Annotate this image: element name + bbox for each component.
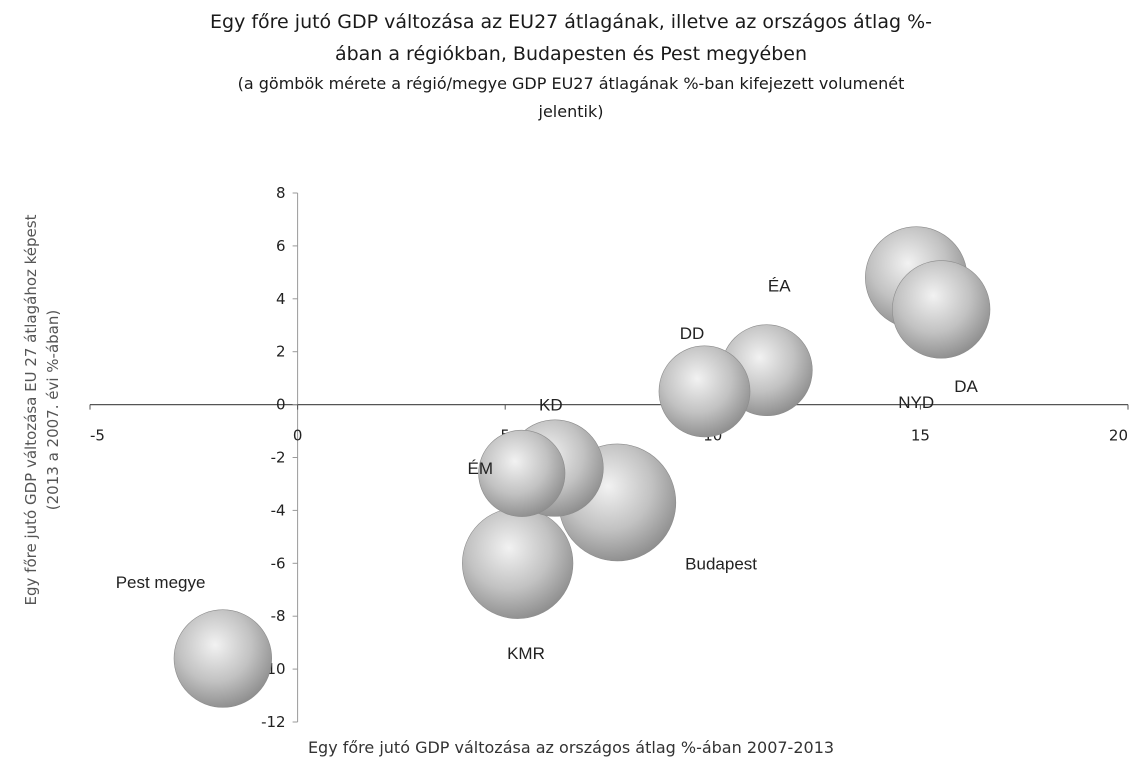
bubble-labels: NYD DA ÉA DD KD ÉM Budapest KMR Pest megye	[116, 277, 979, 664]
y-tick-label: 6	[276, 237, 286, 255]
y-tick-label: -2	[271, 449, 286, 467]
chart-subtitle-line-1: (a gömbök mérete a régió/megye GDP EU27 …	[237, 74, 905, 93]
y-axis-label: Egy főre jutó GDP változása EU 27 átlagá…	[20, 215, 64, 606]
y-tick-label: -4	[271, 501, 286, 519]
x-tick-label: -5	[90, 427, 105, 445]
y-axis-label-line-2: (2013 a 2007. évi %-ában)	[44, 309, 62, 511]
bubble-label-éa: ÉA	[768, 277, 791, 296]
y-axis-label-line-1: Egy főre jutó GDP változása EU 27 átlagá…	[22, 214, 40, 606]
bubble-label-pest-megye: Pest megye	[116, 573, 206, 592]
y-tick-label: 4	[276, 290, 286, 308]
x-tick-label: 20	[1109, 427, 1128, 445]
chart-subtitle-line-2: jelentik)	[538, 102, 604, 121]
bubble-da	[892, 260, 991, 359]
bubble-label-kd: KD	[539, 396, 563, 415]
bubble-label-kmr: KMR	[507, 644, 545, 663]
y-tick-label: 2	[276, 343, 286, 361]
bubble-dd	[658, 345, 751, 438]
y-tick-label: 0	[276, 396, 286, 414]
chart-title-line-1: Egy főre jutó GDP változása az EU27 átla…	[210, 11, 932, 33]
y-tick-label: -12	[261, 713, 286, 731]
chart-title-line-2: ában a régiókban, Budapesten és Pest meg…	[334, 43, 808, 65]
bubble-label-budapest: Budapest	[685, 554, 757, 573]
bubble-label-nyd: NYD	[898, 393, 934, 412]
x-tick-label: 0	[293, 427, 303, 445]
bubbles	[173, 226, 991, 708]
bubble-pest-megye	[173, 609, 272, 708]
bubble-kmr	[462, 507, 574, 619]
x-axis-label: Egy főre jutó GDP változása az országos …	[307, 738, 835, 757]
bubble-label-ém: ÉM	[468, 459, 494, 478]
y-tick-label: -6	[271, 554, 286, 572]
y-tick-label: 8	[276, 184, 286, 202]
x-tick-label: 15	[911, 427, 930, 445]
chart-title-block: Egy főre jutó GDP változása az EU27 átla…	[0, 6, 1142, 126]
bubble-label-da: DA	[954, 377, 978, 396]
bubble-ém	[478, 429, 566, 517]
y-tick-label: -8	[271, 607, 286, 625]
bubble-label-dd: DD	[680, 324, 705, 343]
